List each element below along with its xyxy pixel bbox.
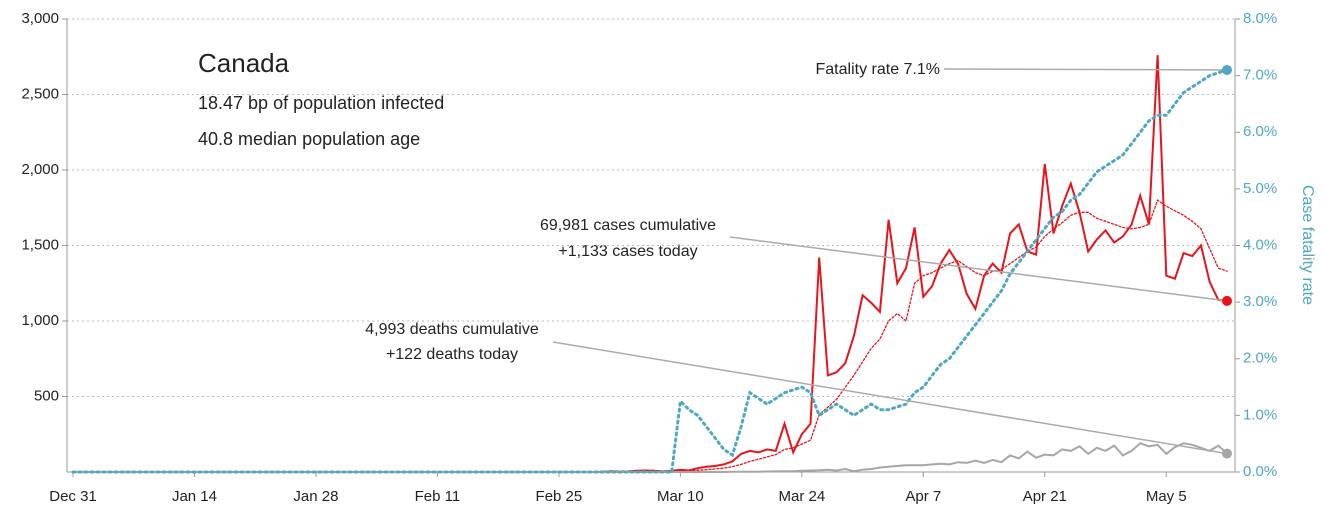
- x-tick-label: Feb 25: [536, 488, 583, 505]
- subtitle: 18.47 bp of population infected: [198, 93, 444, 113]
- y2-tick-label: 1.0%: [1243, 406, 1277, 423]
- series-line: [71, 68, 1229, 474]
- annotation: +1,133 cases today: [558, 243, 697, 260]
- chart-title: Canada: [198, 48, 290, 78]
- annotation: 69,981 cases cumulative: [540, 217, 716, 234]
- x-tick-label: Mar 10: [657, 488, 704, 505]
- callout-line: [552, 341, 1228, 455]
- y2-tick-label: 0.0%: [1243, 463, 1277, 480]
- annotation: 4,993 deaths cumulative: [365, 321, 539, 338]
- y2-tick-label: 3.0%: [1243, 293, 1277, 310]
- x-tick-label: Mar 24: [778, 488, 825, 505]
- y-tick-label: 1,500: [21, 236, 59, 253]
- y2-tick-label: 6.0%: [1243, 123, 1277, 140]
- x-tick-label: Feb 11: [415, 488, 461, 505]
- x-tick-label: Apr 7: [905, 488, 941, 505]
- callout-line: [943, 68, 1228, 71]
- y-tick-label: 3,000: [21, 10, 59, 27]
- x-tick-label: Dec 31: [49, 488, 97, 505]
- y2-tick-label: 7.0%: [1243, 67, 1277, 84]
- annotation: Fatality rate 7.1%: [816, 61, 941, 78]
- y-tick-label: 1,000: [21, 312, 59, 329]
- y2-tick-label: 8.0%: [1243, 10, 1277, 27]
- series-line: [72, 55, 1228, 473]
- y2-tick-label: 2.0%: [1243, 350, 1277, 367]
- x-tick-label: May 5: [1146, 488, 1187, 505]
- y-tick-label: 2,500: [21, 85, 59, 102]
- end-dot: [1222, 64, 1232, 75]
- y-tick-label: 2,000: [21, 161, 59, 178]
- y2-tick-label: 5.0%: [1243, 180, 1277, 197]
- annotation: +122 deaths today: [386, 346, 518, 363]
- x-tick-label: Jan 28: [293, 488, 338, 505]
- y2-tick-label: 4.0%: [1243, 236, 1277, 253]
- callout-line: [729, 236, 1228, 302]
- series-line: [72, 199, 1228, 473]
- end-dot: [1222, 295, 1232, 306]
- y-tick-label: 500: [34, 387, 59, 404]
- subtitle: 40.8 median population age: [198, 129, 420, 149]
- series-line: [72, 442, 1228, 473]
- y2-axis-label: Case fatality rate: [1299, 185, 1316, 305]
- x-tick-label: Jan 14: [172, 488, 217, 505]
- x-tick-label: Apr 21: [1023, 488, 1067, 505]
- end-dot: [1222, 448, 1232, 459]
